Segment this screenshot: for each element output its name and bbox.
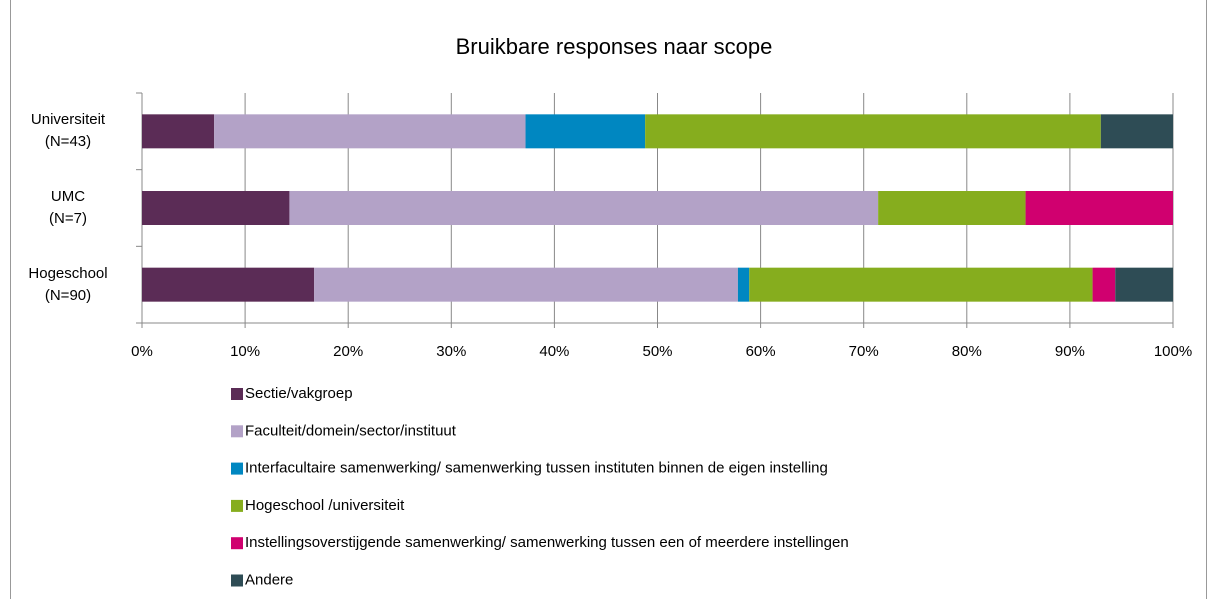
bar-segment <box>142 114 215 149</box>
chart-title: Bruikbare responses naar scope <box>456 34 773 59</box>
x-tick-label: 80% <box>952 343 982 360</box>
legend-label: Sectie/vakgroep <box>245 385 353 402</box>
legend-swatch <box>231 425 243 438</box>
x-tick-label: 100% <box>1154 343 1192 360</box>
legend-swatch <box>231 388 243 400</box>
legend-label: Hogeschool /universiteit <box>245 497 405 514</box>
bar-segment <box>1115 267 1173 302</box>
bar-segment <box>878 191 1026 225</box>
bar-segment <box>525 114 646 149</box>
bar-segment <box>314 267 738 302</box>
x-tick-label: 90% <box>1055 343 1085 360</box>
x-tick-label: 50% <box>642 343 672 360</box>
legend-swatch <box>231 574 243 587</box>
bar-segment <box>1025 191 1173 225</box>
x-tick-label: 60% <box>746 343 776 360</box>
x-tick-label: 40% <box>539 343 569 360</box>
y-tick-label: Hogeschool (N=90) <box>28 264 108 304</box>
x-tick-label: 0% <box>131 343 153 360</box>
legend-label: Faculteit/domein/sector/instituut <box>245 422 457 439</box>
legend-label: Interfacultaire samenwerking/ samenwerki… <box>245 460 828 477</box>
legend-label: Andere <box>245 571 293 588</box>
y-tick-label: UMC (N=7) <box>49 188 87 227</box>
legend-label: Instellingsoverstijgende samenwerking/ s… <box>245 534 849 551</box>
legend-swatch <box>231 499 243 512</box>
x-tick-label: 70% <box>849 343 879 360</box>
bar-segment <box>749 267 1093 302</box>
bar-segment <box>645 114 1101 149</box>
y-tick-label: Universiteit (N=43) <box>30 111 106 151</box>
x-tick-label: 10% <box>230 343 260 360</box>
bar-segment <box>142 267 315 302</box>
bar-segment <box>214 114 526 149</box>
bar-segment <box>1092 267 1116 302</box>
bar-segment <box>1100 114 1173 149</box>
bar-segment <box>737 267 750 302</box>
bar-segment <box>142 191 290 225</box>
x-tick-label: 20% <box>333 343 363 360</box>
legend-swatch <box>231 537 243 550</box>
legend-swatch <box>231 462 243 475</box>
x-tick-label: 30% <box>436 343 466 360</box>
bar-segment <box>289 191 879 225</box>
